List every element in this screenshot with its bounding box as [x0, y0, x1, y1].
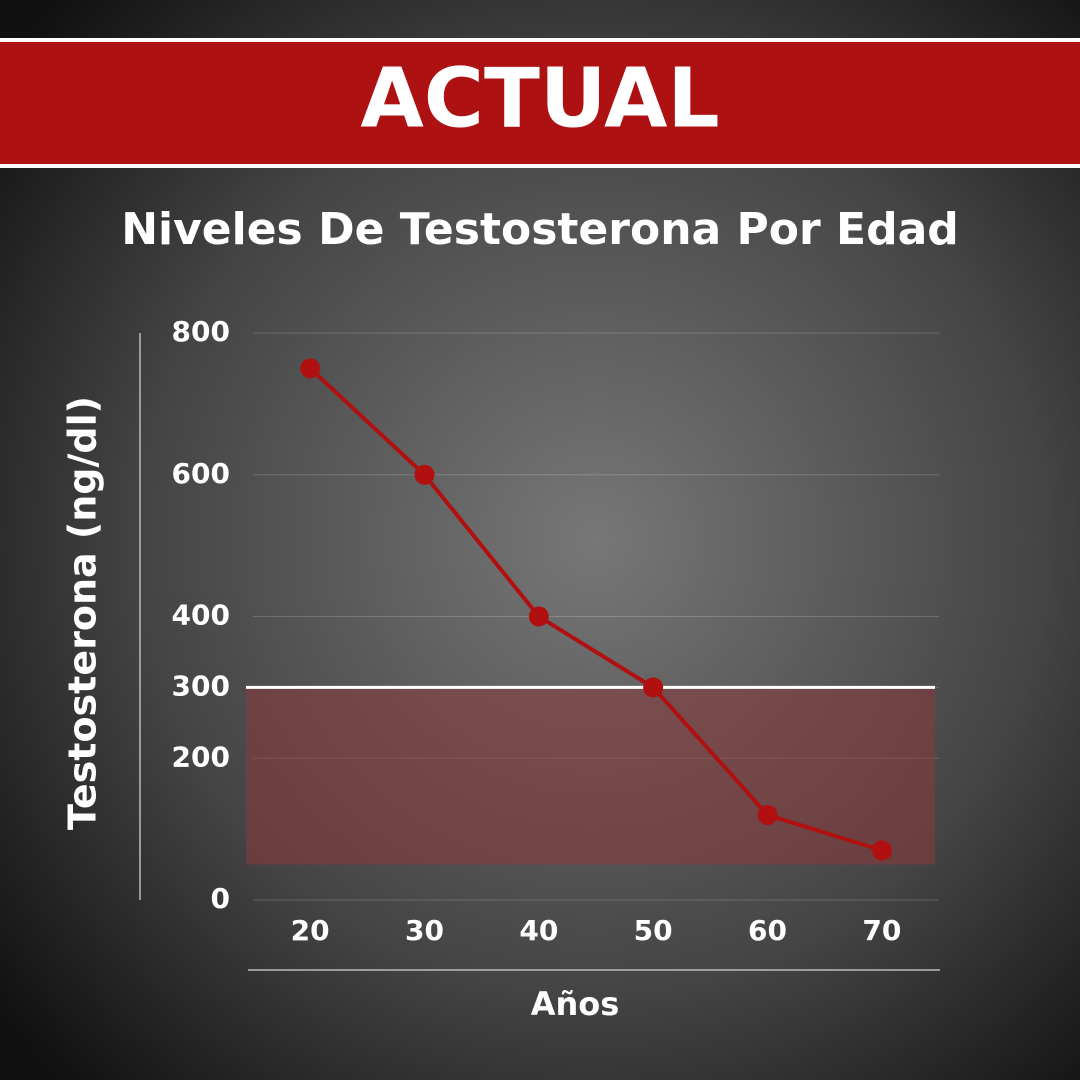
y-axis-label: Testosterona (ng/dl)	[61, 396, 105, 830]
x-tick-label: 30	[405, 914, 444, 947]
data-point	[300, 358, 321, 379]
y-tick-label: 600	[172, 457, 230, 490]
data-point	[528, 606, 549, 627]
data-point	[414, 464, 435, 485]
y-tick-label: 800	[172, 315, 230, 348]
x-axis-label: Años	[531, 985, 620, 1023]
data-point	[757, 804, 778, 825]
y-tick-label: 400	[172, 599, 230, 632]
y-tick-label: 200	[172, 740, 230, 773]
y-tick-label: 300	[172, 669, 230, 702]
shaded-range	[246, 687, 935, 865]
x-tick-label: 60	[748, 914, 787, 947]
banner-text: ACTUAL	[360, 51, 719, 146]
x-tick-label: 20	[291, 914, 330, 947]
x-tick-label: 70	[862, 914, 901, 947]
x-tick-label: 40	[519, 914, 558, 947]
x-tick-label: 50	[634, 914, 673, 947]
chart-title: Niveles De Testosterona Por Edad	[121, 204, 959, 255]
banner	[0, 42, 1080, 164]
y-tick-label: 0	[211, 882, 230, 915]
data-point	[643, 677, 664, 698]
data-point	[871, 840, 892, 861]
data-line	[308, 366, 883, 853]
